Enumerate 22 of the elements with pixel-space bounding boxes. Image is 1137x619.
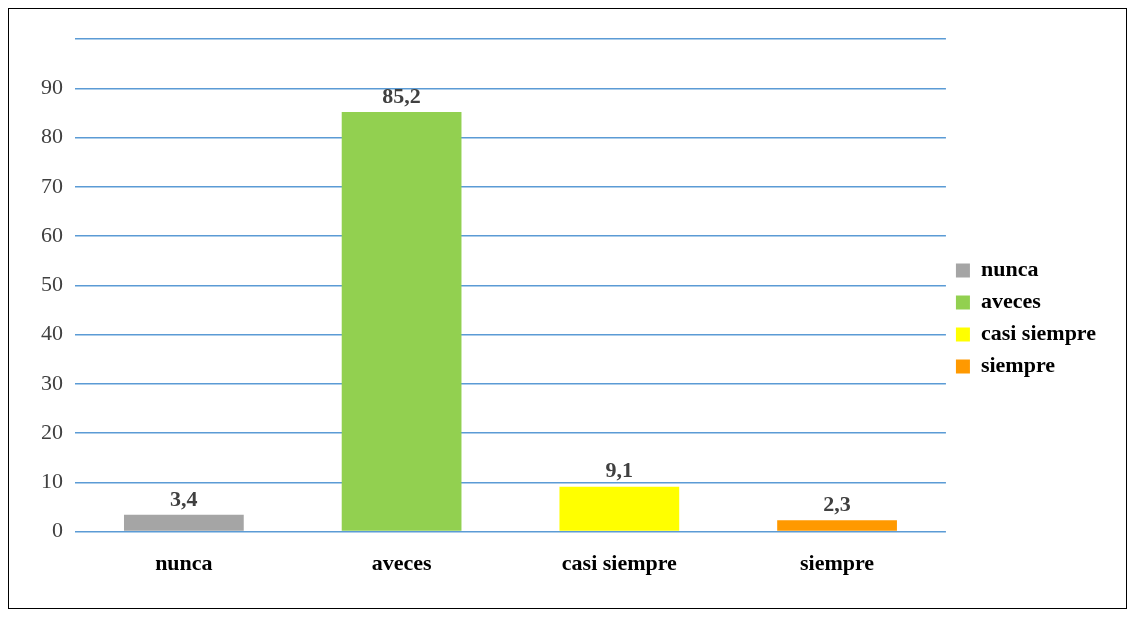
y-tick-label: 60: [41, 221, 63, 247]
y-tick-label: 10: [41, 468, 63, 494]
legend-label: casi siempre: [980, 320, 1097, 346]
data-label: 3,4: [170, 485, 198, 511]
y-tick-label: 0: [52, 517, 63, 543]
y-tick-label: 90: [41, 74, 63, 100]
y-tick-label: 80: [41, 123, 63, 149]
x-tick-label: casi siempre: [561, 550, 678, 576]
x-tick-label: siempre: [799, 550, 875, 576]
x-tick-label: aveces: [371, 550, 432, 576]
data-label: 85,2: [382, 82, 421, 108]
y-tick-label: 30: [41, 369, 63, 395]
x-tick-label: nunca: [155, 550, 213, 576]
legend-label: siempre: [980, 352, 1056, 378]
data-label: 2,3: [823, 490, 851, 516]
legend-label: nunca: [980, 256, 1039, 282]
y-tick-label: 40: [41, 320, 63, 346]
data-label: 9,1: [605, 457, 634, 483]
y-tick-label: 70: [41, 172, 63, 198]
y-tick-label: 20: [41, 418, 63, 444]
legend-label: aveces: [980, 288, 1042, 314]
y-tick-label: 50: [41, 271, 63, 297]
